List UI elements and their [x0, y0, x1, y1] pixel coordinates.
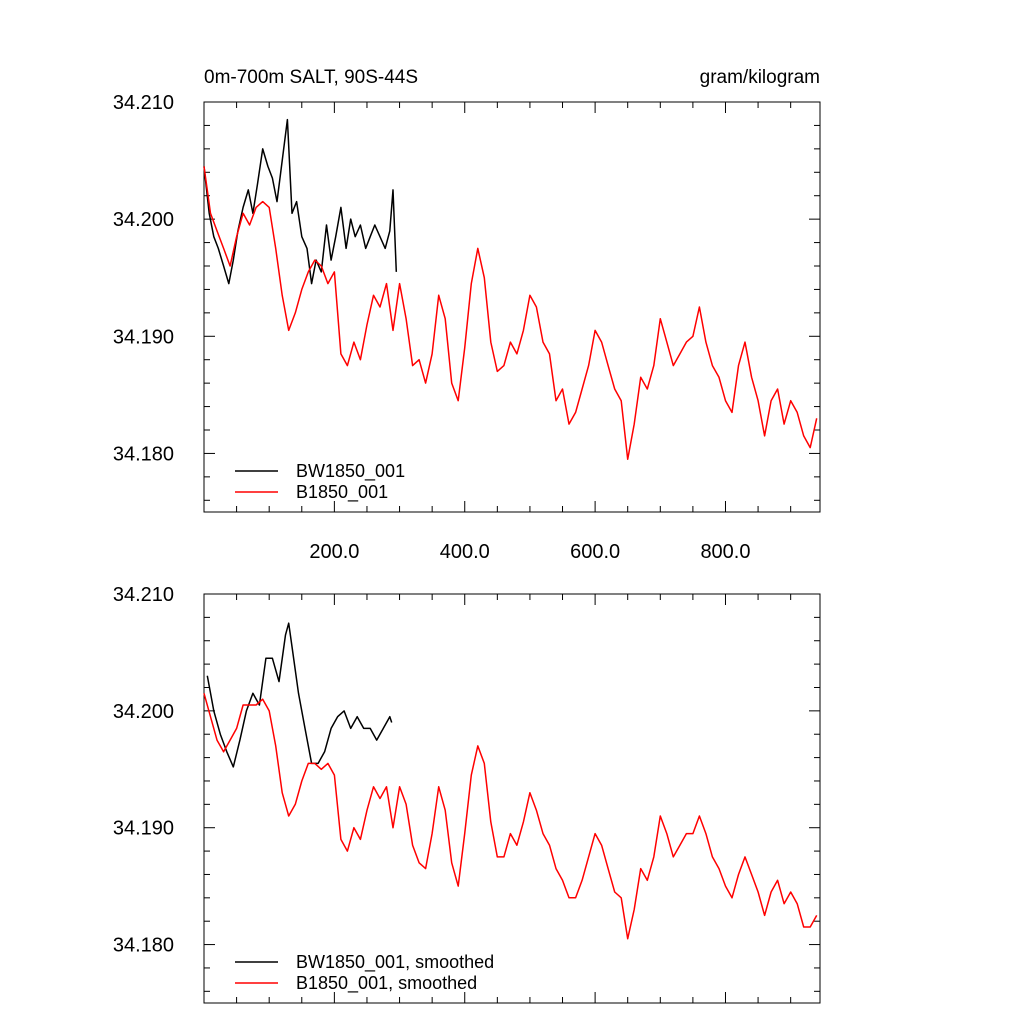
y-tick-label: 34.190 [113, 326, 174, 348]
legend-label: BW1850_001, smoothed [296, 952, 494, 973]
plot-frame [203, 101, 821, 513]
y-tick-label: 34.180 [113, 935, 174, 957]
y-tick-label: 34.190 [113, 818, 174, 840]
legend-label: BW1850_001 [296, 461, 405, 482]
y-tick-label: 34.210 [113, 92, 174, 114]
legend-label: B1850_001, smoothed [296, 973, 477, 994]
series-line-b1850 [203, 693, 818, 940]
chart-panel-raw: 34.180 34.190 34.200 34.210 200.0 400.0 600.0 8… [113, 92, 821, 563]
chart-panel-smoothed: 34.180 34.190 34.200 34.210 BW1850_001, smoo… [113, 584, 821, 1004]
series-line-b1850 [203, 166, 818, 461]
x-tick-label: 800.0 [700, 541, 750, 563]
x-tick-label: 200.0 [309, 541, 359, 563]
y-tick-label: 34.210 [113, 584, 174, 606]
x-tick-label: 600.0 [570, 541, 620, 563]
x-tick-label: 400.0 [440, 541, 490, 563]
plot-frame [203, 593, 821, 1004]
series-line-bw1850 [206, 622, 393, 768]
series-line-bw1850 [203, 118, 398, 285]
y-tick-label: 34.200 [113, 701, 174, 723]
legend-label: B1850_001 [296, 482, 388, 503]
chart-title-right: gram/kilogram [700, 67, 820, 88]
y-tick-label: 34.200 [113, 209, 174, 231]
y-tick-label: 34.180 [113, 443, 174, 465]
chart-title-left: 0m-700m SALT, 90S-44S [204, 67, 418, 88]
